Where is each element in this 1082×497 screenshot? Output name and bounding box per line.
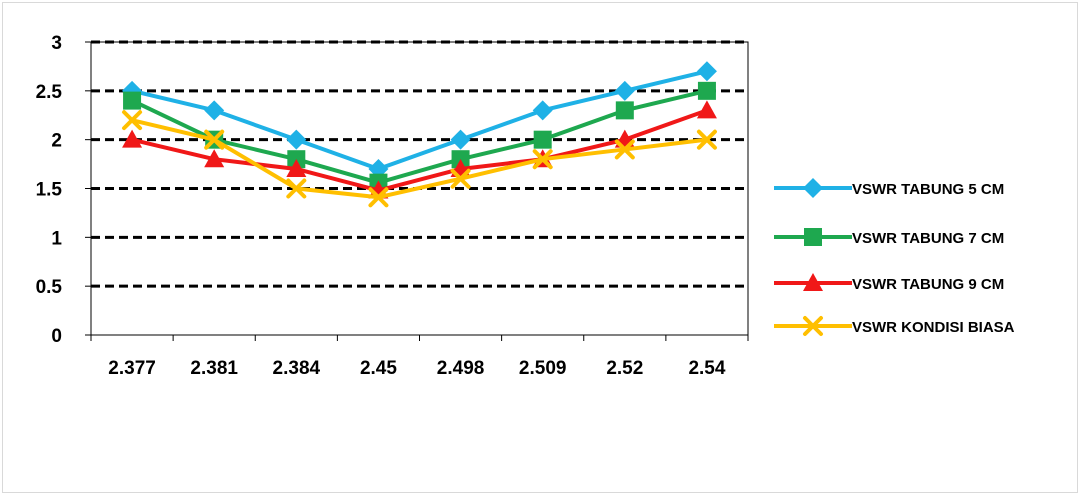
legend-item-4: VSWR KONDISI BIASA bbox=[774, 316, 1015, 336]
marker-stroke bbox=[614, 139, 635, 160]
point-marker-x bbox=[450, 168, 471, 189]
y-tick-label: 0 bbox=[51, 326, 62, 347]
point-marker-x bbox=[696, 129, 717, 150]
marker-stroke bbox=[450, 168, 471, 189]
point-marker-x bbox=[803, 316, 823, 336]
series-line bbox=[131, 118, 708, 200]
point-marker-square bbox=[697, 81, 716, 100]
point-marker-x bbox=[532, 149, 553, 170]
legend-item-1: VSWR TABUNG 5 CM bbox=[774, 178, 1004, 198]
x-tick-label: 2.498 bbox=[437, 358, 485, 379]
series-line bbox=[131, 69, 708, 171]
legend: VSWR TABUNG 5 CM VSWR TABUNG 7 CM VSWR TAB… bbox=[774, 178, 1015, 336]
legend-label: VSWR TABUNG 5 CM bbox=[852, 181, 1004, 198]
point-marker-diamond bbox=[286, 129, 307, 150]
point-marker-x bbox=[614, 139, 635, 160]
point-marker-triangle bbox=[286, 158, 307, 177]
series-line bbox=[131, 108, 708, 193]
x-tick-label: 2.45 bbox=[360, 358, 397, 379]
x-tick-label: 2.52 bbox=[606, 358, 643, 379]
marker-stroke bbox=[122, 110, 143, 131]
axes bbox=[85, 41, 749, 341]
point-marker-triangle bbox=[122, 129, 143, 148]
legend-item-2: VSWR TABUNG 7 CM bbox=[774, 228, 1004, 247]
series-group bbox=[122, 61, 717, 208]
gridlines bbox=[91, 40, 748, 288]
y-tick-label: 0.5 bbox=[36, 277, 63, 298]
y-tick-labels: 0 0.5 1 1.5 2 2.5 3 bbox=[36, 33, 63, 347]
marker-stroke bbox=[803, 316, 823, 336]
point-marker-diamond bbox=[532, 100, 553, 121]
point-marker-square bbox=[533, 130, 552, 149]
point-marker-diamond bbox=[696, 61, 717, 82]
y-tick-label: 3 bbox=[51, 33, 62, 54]
marker-stroke bbox=[696, 129, 717, 150]
point-marker-triangle bbox=[204, 149, 225, 168]
marker-stroke bbox=[204, 129, 225, 150]
point-marker-x bbox=[286, 178, 307, 199]
y-tick-label: 2.5 bbox=[36, 82, 63, 103]
marker-stroke bbox=[532, 149, 553, 170]
x-tick-label: 2.377 bbox=[108, 358, 156, 379]
point-marker-square bbox=[804, 228, 822, 246]
marker-stroke bbox=[286, 178, 307, 199]
legend-label: VSWR TABUNG 9 CM bbox=[852, 276, 1004, 293]
point-marker-x bbox=[122, 110, 143, 131]
point-marker-triangle bbox=[696, 100, 717, 119]
point-marker-diamond bbox=[450, 129, 471, 150]
legend-label: VSWR TABUNG 7 CM bbox=[852, 230, 1004, 247]
point-marker-x bbox=[204, 129, 225, 150]
point-marker-diamond bbox=[614, 80, 635, 101]
series-line bbox=[131, 88, 708, 185]
x-tick-label: 2.509 bbox=[519, 358, 567, 379]
y-tick-label: 2 bbox=[51, 131, 62, 152]
y-tick-label: 1 bbox=[51, 228, 62, 249]
point-marker-x bbox=[368, 187, 389, 208]
point-marker-square bbox=[615, 101, 634, 120]
legend-label: VSWR KONDISI BIASA bbox=[852, 319, 1015, 336]
point-marker-diamond bbox=[204, 100, 225, 121]
y-tick-label: 1.5 bbox=[36, 180, 63, 201]
x-tick-label: 2.384 bbox=[273, 358, 321, 379]
series-4 bbox=[122, 110, 717, 208]
x-tick-labels: 2.377 2.381 2.384 2.45 2.498 2.509 2.52 2.54 bbox=[108, 358, 726, 379]
x-tick-label: 2.54 bbox=[688, 358, 725, 379]
point-marker-diamond bbox=[803, 178, 823, 198]
legend-item-3: VSWR TABUNG 9 CM bbox=[774, 273, 1004, 293]
point-marker-triangle bbox=[803, 273, 823, 291]
x-tick-label: 2.381 bbox=[190, 358, 238, 379]
marker-stroke bbox=[368, 187, 389, 208]
point-marker-square bbox=[123, 91, 142, 110]
